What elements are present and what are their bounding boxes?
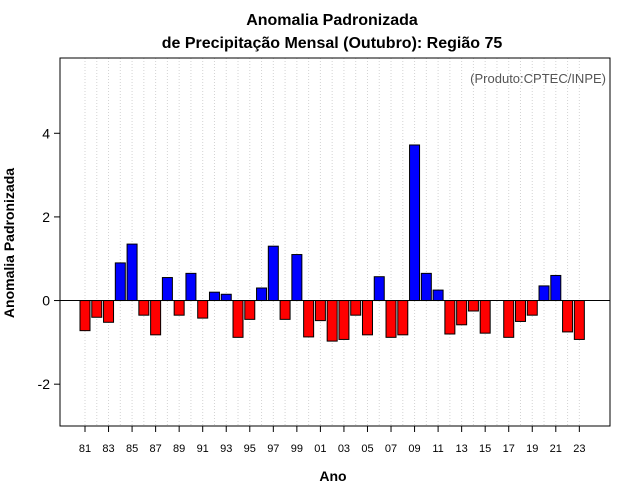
bar-04 [350, 300, 362, 316]
bar-13 [456, 300, 468, 326]
bar-86 [138, 300, 150, 316]
x-tick-label: 89 [173, 443, 185, 455]
bar-17 [503, 300, 515, 338]
bar-01 [314, 300, 326, 322]
plot-area-border [59, 57, 611, 427]
bar-11 [432, 289, 444, 302]
bar-85 [126, 243, 138, 302]
x-tick-label: 09 [408, 443, 420, 455]
bar-14 [467, 300, 479, 312]
bar-23 [573, 300, 585, 340]
x-tick-label: 91 [197, 443, 209, 455]
y-tick-label: -2 [38, 376, 51, 392]
bar-02 [326, 300, 338, 342]
x-tick-label: 85 [126, 443, 138, 455]
bar-82 [91, 300, 103, 318]
bar-09 [409, 144, 421, 302]
bar-83 [103, 300, 115, 323]
bar-10 [420, 272, 432, 302]
y-tick-label: 4 [42, 125, 50, 141]
bar-18 [514, 300, 526, 322]
y-tick-label: 0 [42, 293, 50, 309]
product-credit: (Produto:CPTEC/INPE) [470, 71, 606, 86]
x-tick-label: 07 [385, 443, 397, 455]
bar-08 [397, 300, 409, 336]
bar-15 [479, 300, 491, 334]
gridlines [84, 58, 580, 426]
x-tick-label: 01 [314, 443, 326, 455]
chart-subtitle: de Precipitação Mensal (Outubro): Região… [162, 35, 503, 52]
chart-title: Anomalia Padronizada [246, 12, 418, 29]
bar-06 [373, 276, 385, 302]
bar-94 [232, 300, 244, 338]
y-tick-label: 2 [42, 209, 50, 225]
bar-00 [303, 300, 315, 338]
bar-96 [256, 287, 268, 302]
bar-99 [291, 254, 303, 302]
bar-12 [444, 300, 456, 335]
x-tick-label: 81 [79, 443, 91, 455]
bar-07 [385, 300, 397, 338]
bar-19 [526, 300, 538, 316]
x-tick-label: 19 [526, 443, 538, 455]
bar-84 [114, 262, 126, 302]
bar-05 [361, 300, 373, 336]
x-tick-label: 93 [220, 443, 232, 455]
x-tick-label: 97 [267, 443, 279, 455]
x-tick-label: 95 [244, 443, 256, 455]
x-tick-label: 17 [503, 443, 515, 455]
x-tick-label: 13 [456, 443, 468, 455]
bar-20 [538, 285, 550, 302]
x-tick-label: 05 [361, 443, 373, 455]
y-axis-title: Anomalia Padronizada [1, 168, 17, 318]
axes: -2 0 2 4 81 83 85 87 89 91 93 95 97 99 01 03 05 07 09 11 13 1… [38, 125, 586, 455]
bar-97 [267, 245, 279, 302]
bar-22 [562, 300, 574, 333]
bar-90 [185, 272, 197, 302]
x-axis-title: Ano [319, 468, 346, 484]
bar-95 [244, 300, 256, 320]
x-tick-label: 83 [102, 443, 114, 455]
x-tick-label: 03 [338, 443, 350, 455]
x-tick-label: 23 [573, 443, 585, 455]
x-tick-label: 87 [149, 443, 161, 455]
bar-03 [338, 300, 350, 340]
bar-91 [197, 300, 209, 319]
bar-88 [161, 277, 173, 302]
bar-92 [208, 291, 220, 302]
x-tick-label: 99 [291, 443, 303, 455]
bar-89 [173, 300, 185, 316]
x-tick-label: 21 [550, 443, 562, 455]
bars [79, 144, 585, 342]
x-tick-label: 15 [479, 443, 491, 455]
bar-21 [550, 274, 562, 302]
bar-81 [79, 300, 91, 332]
bar-87 [150, 300, 162, 336]
x-tick-label: 11 [432, 443, 443, 455]
bar-93 [220, 293, 232, 302]
bar-98 [279, 300, 291, 320]
